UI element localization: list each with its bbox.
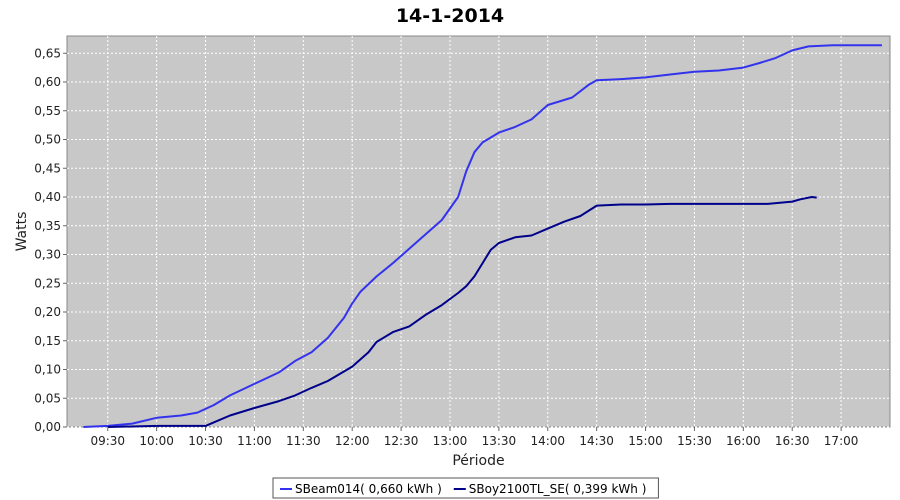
x-axis-label: Période: [452, 453, 504, 469]
x-tick-label: 10:30: [188, 434, 223, 448]
y-axis-label: Watts: [14, 212, 30, 252]
x-tick-label: 13:30: [482, 434, 517, 448]
gridlines: [67, 36, 890, 428]
x-tick-label: 12:00: [335, 434, 370, 448]
x-tick-label: 15:30: [677, 434, 712, 448]
x-tick-label: 16:30: [775, 434, 810, 448]
y-tick-label: 0,30: [34, 248, 61, 262]
x-tick-label: 14:30: [579, 434, 614, 448]
y-tick-label: 0,15: [34, 334, 61, 348]
series-lines: [83, 44, 882, 428]
y-tick-label: 0,20: [34, 305, 61, 319]
chart-title: 14-1-2014: [396, 5, 504, 27]
y-tick-label: 0,40: [34, 190, 61, 204]
plot-area: [66, 35, 891, 428]
x-tick-label: 11:00: [237, 434, 272, 448]
axes: 0,00 0,05 0,10 0,15 0,20 0,25 0,30 0,35 0,40 0,45…: [34, 46, 858, 448]
y-tick-label: 0,10: [34, 363, 61, 377]
legend-entry-1: SBeam014( 0,660 kWh ): [295, 482, 442, 496]
x-tick-label: 15:00: [628, 434, 663, 448]
y-tick-label: 0,00: [34, 420, 61, 434]
x-tick-label: 17:00: [824, 434, 859, 448]
series-line-2: [107, 196, 817, 428]
legend: SBeam014( 0,660 kWh ) SBoy2100TL_SE( 0,39…: [272, 477, 659, 499]
x-tick-label: 16:00: [726, 434, 761, 448]
x-tick-label: 12:30: [384, 434, 419, 448]
x-tick-label: 10:00: [139, 434, 174, 448]
y-tick-label: 0,65: [34, 46, 61, 60]
y-tick-label: 0,55: [34, 104, 61, 118]
x-tick-label: 09:30: [90, 434, 125, 448]
y-tick-label: 0,05: [34, 391, 61, 405]
y-tick-label: 0,60: [34, 75, 61, 89]
y-tick-label: 0,50: [34, 133, 61, 147]
y-tick-label: 0,35: [34, 219, 61, 233]
y-tick-label: 0,45: [34, 161, 61, 175]
series-line-1: [83, 44, 882, 428]
legend-entry-2: SBoy2100TL_SE( 0,399 kWh ): [469, 482, 647, 496]
x-tick-label: 13:00: [433, 434, 468, 448]
x-tick-label: 11:30: [286, 434, 321, 448]
y-tick-label: 0,25: [34, 276, 61, 290]
x-tick-label: 14:00: [530, 434, 565, 448]
